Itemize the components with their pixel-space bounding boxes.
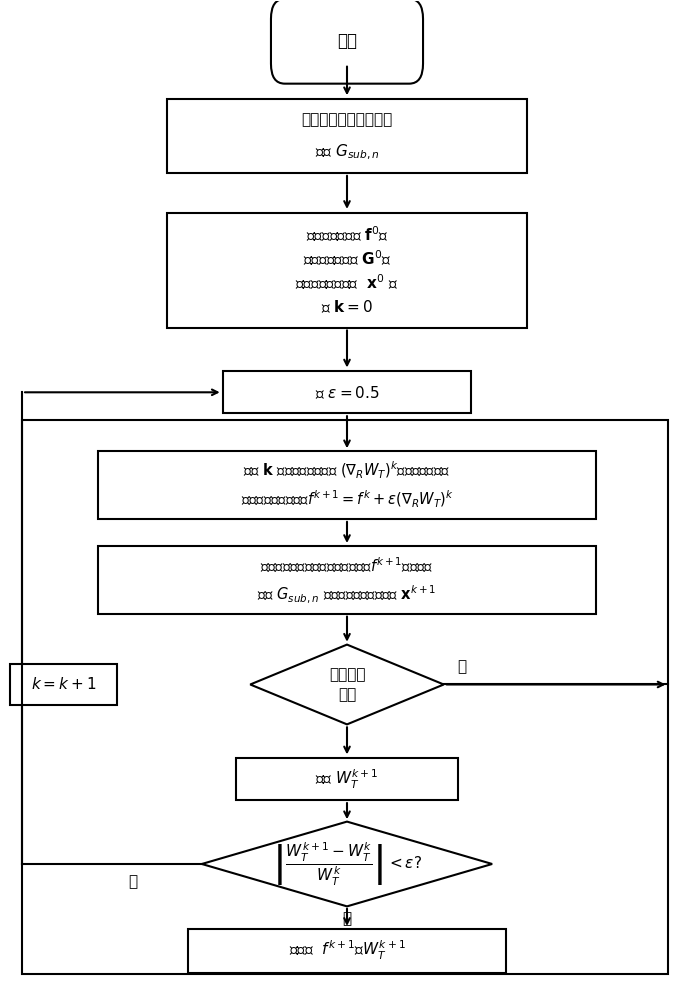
- Text: 收敛: 收敛: [338, 687, 356, 702]
- FancyBboxPatch shape: [188, 929, 506, 973]
- Text: 向改进热源泵转速，$f^{k+1} = f^k + \epsilon(\nabla_R W_T)^k$: 向改进热源泵转速，$f^{k+1} = f^k + \epsilon(\nabl…: [241, 489, 453, 510]
- Polygon shape: [251, 645, 443, 724]
- Text: 迭代是否: 迭代是否: [329, 667, 365, 682]
- Text: 量为 $G_{sub,n}$ 时的各热力站阀门开度 $\mathbf{x}^{k+1}$: 量为 $G_{sub,n}$ 时的各热力站阀门开度 $\mathbf{x}^{k…: [257, 583, 437, 605]
- Text: $k=k+1$: $k=k+1$: [31, 676, 96, 692]
- Text: 输入各个热力站的流量: 输入各个热力站的流量: [301, 113, 393, 128]
- Polygon shape: [202, 822, 492, 906]
- FancyBboxPatch shape: [167, 99, 527, 173]
- Text: 设定初始迭代值 $\mathbf{f}^0$，: 设定初始迭代值 $\mathbf{f}^0$，: [306, 224, 388, 244]
- FancyBboxPatch shape: [271, 0, 423, 84]
- Text: 计算 $W_T^{k+1}$: 计算 $W_T^{k+1}$: [315, 768, 379, 791]
- FancyBboxPatch shape: [98, 451, 596, 519]
- Text: 是: 是: [342, 911, 352, 926]
- Text: 输出：  $f^{k+1}$，$W_T^{k+1}$: 输出： $f^{k+1}$，$W_T^{k+1}$: [289, 939, 405, 962]
- FancyBboxPatch shape: [10, 664, 117, 705]
- Text: 开始: 开始: [337, 32, 357, 50]
- FancyBboxPatch shape: [98, 546, 596, 614]
- Text: 否: 否: [457, 660, 467, 675]
- Text: 计算各支路流量 $\mathbf{G}^0$，: 计算各支路流量 $\mathbf{G}^0$，: [303, 249, 391, 268]
- FancyBboxPatch shape: [223, 371, 471, 413]
- Text: 及热力站阀门开度  $\mathbf{x}^0$ ，: 及热力站阀门开度 $\mathbf{x}^0$ ，: [296, 273, 398, 293]
- Text: 令 $\epsilon=0.5$: 令 $\epsilon=0.5$: [314, 384, 380, 401]
- Text: 计算 $\mathbf{k}$ 工况下的既约梯度 $(\nabla_R W_T)^k$，沿既约梯度方: 计算 $\mathbf{k}$ 工况下的既约梯度 $(\nabla_R W_T)…: [244, 460, 450, 481]
- Text: 令 $\mathbf{k}=0$: 令 $\mathbf{k}=0$: [321, 299, 373, 316]
- Text: 需求 $G_{sub,n}$: 需求 $G_{sub,n}$: [314, 142, 380, 162]
- Text: 利用牛顿迭代计算当热源泵频率为$f^{k+1}$，用户流: 利用牛顿迭代计算当热源泵频率为$f^{k+1}$，用户流: [260, 556, 434, 575]
- FancyBboxPatch shape: [167, 213, 527, 328]
- Text: 否: 否: [128, 874, 137, 889]
- Text: $\left|\dfrac{W_T^{k+1}-W_T^k}{W_T^k}\right| < \varepsilon?$: $\left|\dfrac{W_T^{k+1}-W_T^k}{W_T^k}\ri…: [272, 840, 422, 888]
- FancyBboxPatch shape: [237, 758, 457, 800]
